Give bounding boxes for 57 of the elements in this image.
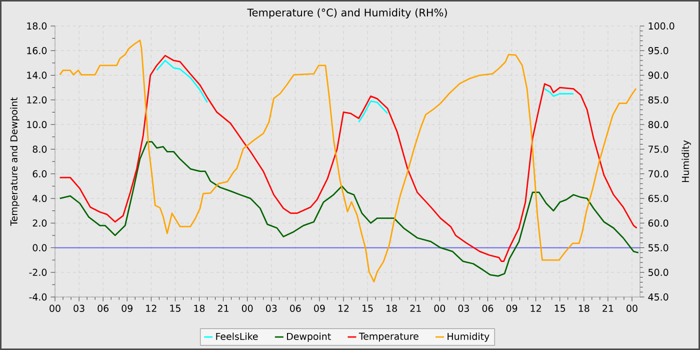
x-tick-label: 18	[578, 304, 590, 312]
y-tick-label: -4.0	[29, 293, 47, 301]
x-tick-label: 18	[194, 304, 205, 312]
x-tick-label: 09	[314, 304, 325, 312]
x-tick-label: 06	[290, 304, 301, 312]
y-tick-label: 0.0	[32, 244, 47, 252]
y2-tick-label: 50.0	[648, 268, 668, 276]
x-tick-label: 06	[98, 304, 108, 312]
y-tick-label: 16.0	[27, 47, 47, 54]
x-tick-label: 00	[50, 304, 60, 312]
x-tick-label: 03	[458, 304, 469, 312]
y2-tick-label: 100.0	[648, 22, 674, 30]
x-tick-label: 15	[554, 304, 566, 312]
x-tick-label: 09	[122, 304, 132, 312]
x-tick-label: 09	[506, 304, 518, 312]
x-tick-label: 21	[410, 304, 421, 312]
x-tick-label: 06	[482, 304, 494, 312]
y2-tick-label: 65.0	[648, 194, 668, 202]
chart-title: Temperature (°C) and Humidity (RH%)	[247, 8, 447, 18]
y2-tick-label: 70.0	[648, 170, 668, 178]
x-tick-label: 00	[242, 304, 253, 312]
y-tick-label: 14.0	[27, 72, 47, 79]
x-tick-label: 03	[266, 304, 277, 312]
legend-label: Dewpoint	[287, 332, 331, 342]
x-tick-label: 03	[74, 304, 84, 312]
y2-tick-label: 75.0	[648, 146, 668, 153]
x-tick-label: 00	[434, 304, 446, 312]
legend-label: FeelsLike	[216, 332, 258, 340]
y2-axis-title: Humidity	[682, 140, 691, 182]
line-series	[59, 141, 640, 277]
x-tick-label: 21	[602, 304, 614, 312]
y-tick-label: 6.0	[32, 170, 47, 178]
y-axis-title: Temperature and Dewpoint	[10, 97, 20, 226]
x-tick-label: 12	[530, 304, 541, 312]
y2-tick-label: 95.0	[648, 47, 668, 54]
y-tick-label: -2.0	[29, 268, 47, 276]
y2-tick-label: 60.0	[648, 220, 668, 227]
y-tick-label: 10.0	[27, 120, 47, 128]
y-tick-label: 12.0	[27, 96, 47, 104]
x-tick-label: 12	[146, 304, 156, 312]
y2-tick-label: 45.0	[648, 293, 668, 301]
y-tick-label: 2.0	[32, 220, 47, 227]
x-tick-label: 00	[626, 304, 638, 312]
y2-tick-label: 55.0	[648, 244, 668, 252]
legend-label: Temperature	[358, 332, 418, 342]
y2-tick-label: 85.0	[648, 96, 668, 104]
y-tick-label: 18.0	[27, 22, 47, 30]
x-tick-label: 15	[170, 304, 180, 312]
y2-tick-label: 90.0	[648, 72, 668, 79]
y-tick-label: 8.0	[32, 146, 47, 153]
x-tick-label: 12	[338, 304, 349, 312]
y-tick-label: 4.0	[32, 194, 47, 202]
x-tick-label: 18	[386, 304, 397, 312]
y2-tick-label: 80.0	[648, 120, 668, 128]
x-tick-label: 15	[362, 304, 373, 312]
legend-label: Humidity	[448, 332, 490, 342]
x-tick-label: 21	[218, 304, 228, 312]
